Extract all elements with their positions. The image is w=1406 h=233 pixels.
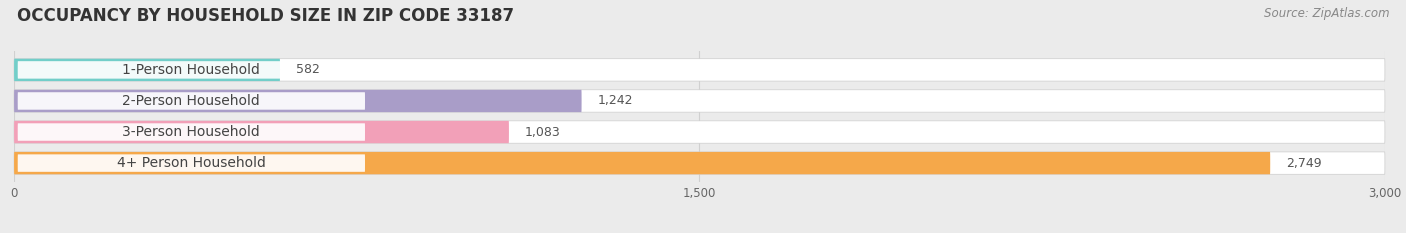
FancyBboxPatch shape <box>14 152 1270 174</box>
Text: 1,242: 1,242 <box>598 94 633 107</box>
FancyBboxPatch shape <box>18 92 366 110</box>
Text: 2,749: 2,749 <box>1286 157 1322 170</box>
Text: 3-Person Household: 3-Person Household <box>122 125 260 139</box>
FancyBboxPatch shape <box>18 61 366 79</box>
Text: Source: ZipAtlas.com: Source: ZipAtlas.com <box>1264 7 1389 20</box>
Text: OCCUPANCY BY HOUSEHOLD SIZE IN ZIP CODE 33187: OCCUPANCY BY HOUSEHOLD SIZE IN ZIP CODE … <box>17 7 515 25</box>
FancyBboxPatch shape <box>18 154 366 172</box>
Text: 2-Person Household: 2-Person Household <box>122 94 260 108</box>
FancyBboxPatch shape <box>14 59 1385 81</box>
Text: 1,083: 1,083 <box>524 126 561 139</box>
FancyBboxPatch shape <box>14 90 582 112</box>
FancyBboxPatch shape <box>18 123 366 141</box>
Text: 4+ Person Household: 4+ Person Household <box>117 156 266 170</box>
FancyBboxPatch shape <box>14 152 1385 174</box>
FancyBboxPatch shape <box>14 121 1385 143</box>
Text: 1-Person Household: 1-Person Household <box>122 63 260 77</box>
FancyBboxPatch shape <box>14 59 280 81</box>
Text: 582: 582 <box>297 63 321 76</box>
FancyBboxPatch shape <box>14 90 1385 112</box>
FancyBboxPatch shape <box>14 121 509 143</box>
